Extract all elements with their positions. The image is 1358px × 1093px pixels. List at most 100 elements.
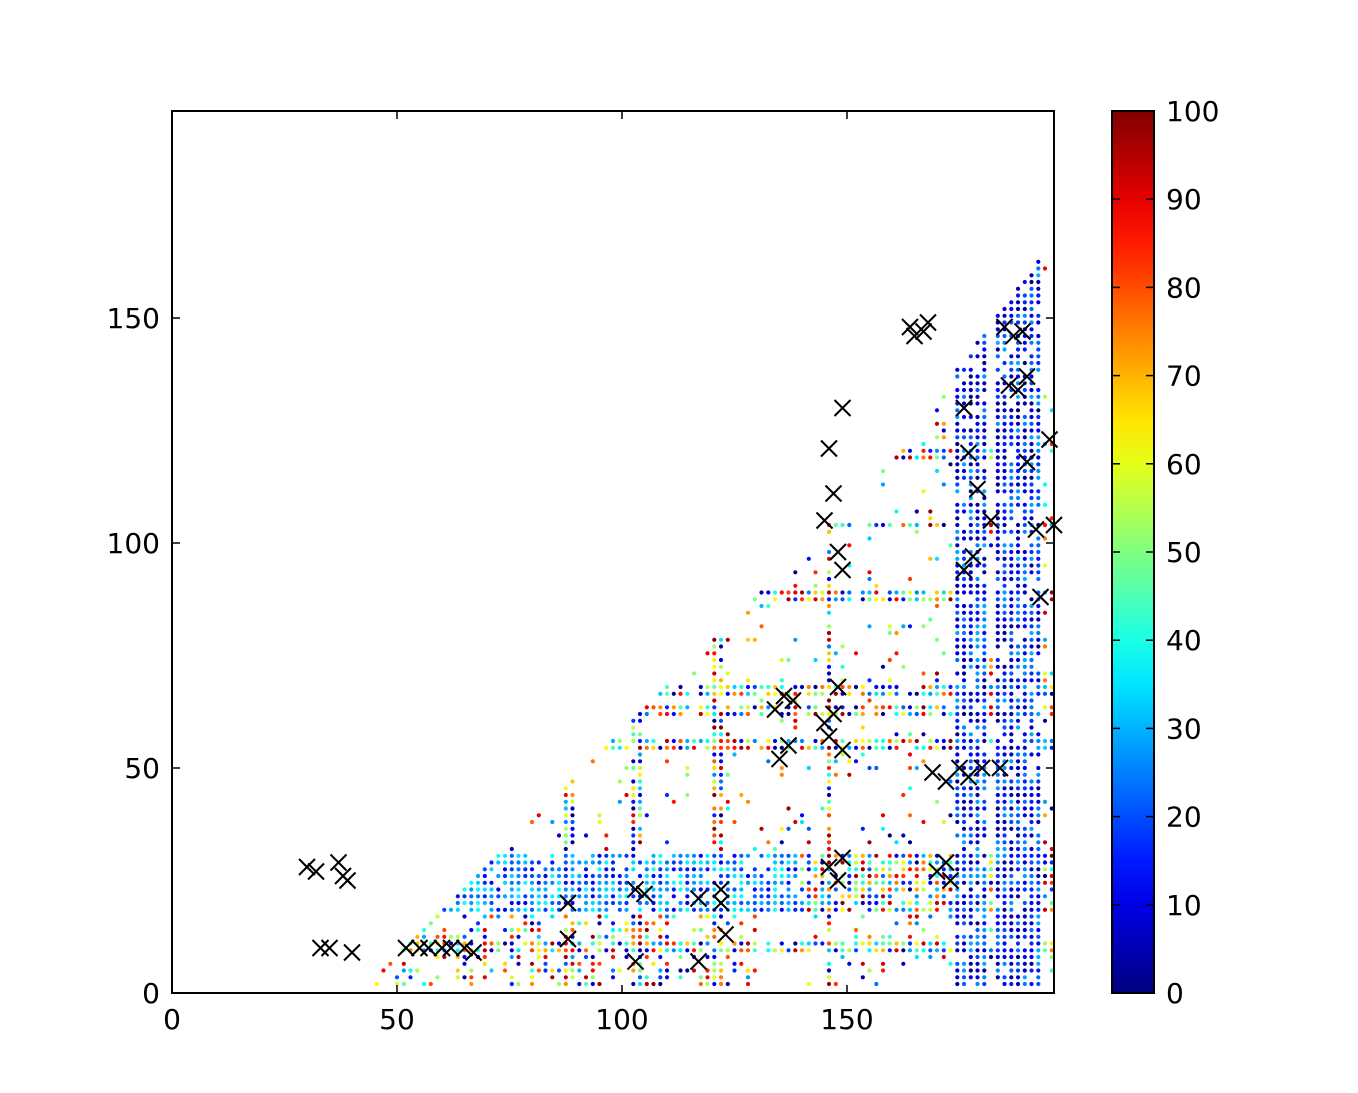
x-marker-stroke <box>433 939 451 957</box>
data-point <box>685 907 690 912</box>
data-point <box>718 779 724 784</box>
data-point <box>469 894 474 899</box>
data-point <box>988 455 994 460</box>
data-point <box>1022 624 1027 629</box>
data-point <box>1036 867 1041 872</box>
data-point <box>678 941 683 946</box>
data-point <box>1029 792 1034 798</box>
data-point <box>907 576 913 582</box>
colorbar-tick-label: 100 <box>1166 95 1219 128</box>
data-point <box>739 961 744 966</box>
data-point <box>705 880 710 885</box>
data-point <box>1022 880 1027 885</box>
data-point <box>1009 894 1014 899</box>
data-point <box>1022 860 1027 865</box>
data-point <box>739 792 744 798</box>
data-point <box>894 597 899 602</box>
data-point <box>1015 300 1021 305</box>
data-point <box>975 637 980 642</box>
data-point <box>1002 414 1007 420</box>
data-point <box>968 698 973 703</box>
x-marker-stroke <box>833 849 852 867</box>
x-marker <box>1027 520 1045 539</box>
data-point <box>624 853 629 858</box>
data-point <box>577 921 582 926</box>
data-point <box>718 914 724 919</box>
data-point <box>914 691 919 696</box>
data-point <box>745 799 751 804</box>
data-point <box>806 840 811 845</box>
data-point <box>1022 759 1027 764</box>
data-point <box>961 684 967 690</box>
data-point <box>786 887 791 892</box>
data-point <box>1015 833 1021 838</box>
data-point <box>502 894 508 899</box>
data-point <box>610 941 616 946</box>
data-point <box>1002 745 1007 750</box>
data-point <box>961 428 967 433</box>
data-point <box>577 880 582 885</box>
data-point <box>732 752 737 757</box>
data-point <box>786 826 791 831</box>
data-point <box>826 792 832 798</box>
data-point <box>698 975 703 980</box>
data-point <box>1036 678 1041 683</box>
data-point <box>1036 975 1041 980</box>
data-point <box>1029 718 1034 723</box>
data-point <box>550 907 555 912</box>
data-point <box>631 981 636 987</box>
data-point <box>793 853 798 858</box>
data-point <box>482 900 487 906</box>
data-point <box>691 738 697 744</box>
data-point <box>874 684 879 690</box>
data-point <box>1009 975 1014 980</box>
data-point <box>833 651 838 656</box>
data-point <box>968 657 973 663</box>
data-point <box>516 981 521 987</box>
data-point <box>928 941 933 946</box>
data-point <box>536 921 541 926</box>
data-point <box>759 603 764 609</box>
data-point <box>813 894 818 899</box>
data-point <box>880 948 886 953</box>
data-point <box>995 968 1000 973</box>
data-point <box>766 900 771 906</box>
data-point <box>961 536 967 541</box>
data-point <box>732 907 737 912</box>
data-point <box>982 374 987 379</box>
data-point <box>995 914 1000 919</box>
data-point <box>847 759 852 764</box>
data-point <box>793 819 798 825</box>
data-point <box>529 887 535 892</box>
data-point <box>718 819 724 825</box>
data-point <box>1002 671 1007 676</box>
x-marker-stroke <box>343 943 361 962</box>
data-point <box>813 583 818 588</box>
data-point <box>1022 948 1027 953</box>
data-point <box>982 583 987 588</box>
x-tick-label: 50 <box>379 1003 415 1036</box>
data-point <box>563 927 568 933</box>
data-point <box>968 786 973 791</box>
data-point <box>556 867 562 872</box>
data-point <box>570 833 575 838</box>
data-point <box>779 941 784 946</box>
data-point <box>968 806 973 811</box>
data-point <box>1015 860 1021 865</box>
data-point <box>725 921 730 926</box>
data-point <box>1029 509 1034 514</box>
data-point <box>691 867 697 872</box>
data-point <box>1029 752 1034 757</box>
data-point <box>1009 590 1014 595</box>
data-point <box>617 799 622 804</box>
data-point <box>739 705 744 710</box>
data-point <box>921 590 926 595</box>
data-point <box>955 590 960 595</box>
data-point <box>489 907 494 912</box>
data-point <box>982 981 987 987</box>
data-point <box>1029 468 1034 474</box>
data-point <box>1029 705 1034 710</box>
data-point <box>995 961 1000 966</box>
data-point <box>1029 853 1034 858</box>
